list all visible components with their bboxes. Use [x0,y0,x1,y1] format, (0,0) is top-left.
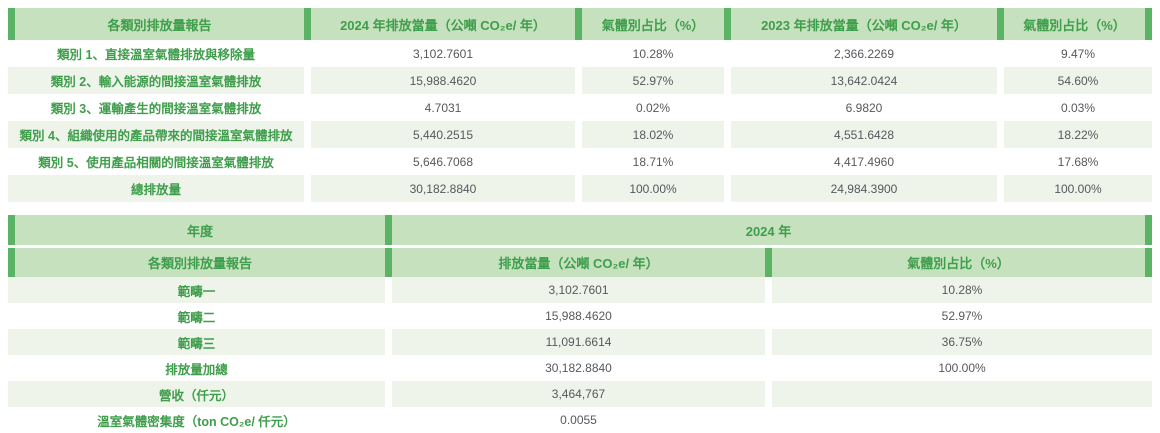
table1-header-category: 各類別排放量報告 [15,8,304,40]
share-2024-value: 18.02% [582,121,724,148]
share-2023-value: 0.03% [1004,94,1152,121]
table-edge-bar [8,8,15,40]
emissions-2023-value: 2,366.2269 [731,40,997,67]
table2-header-row: 各類別排放量報告 排放當量（公噸 CO₂e/ 年） 氣體別占比（%） [8,248,1152,277]
category-label: 類別 4、組織使用的產品帶來的間接溫室氣體排放 [8,121,304,148]
scope-label: 範疇三 [8,329,385,355]
total-label: 總排放量 [8,175,304,202]
revenue-value: 3,464,767 [392,381,765,407]
table-row: 範疇三 11,091.6614 36.75% [8,329,1152,355]
table-edge-bar [8,248,15,277]
table-edge-bar [1145,215,1152,245]
scope-label: 範疇二 [8,303,385,329]
scope-emissions-value: 3,102.7601 [392,277,765,303]
total-share-value: 100.00% [772,355,1152,381]
share-2023-total: 100.00% [1004,175,1152,202]
intensity-row: 溫室氣體密集度（ton CO₂e/ 仟元） 0.0055 [8,407,1152,433]
total-label: 排放量加總 [8,355,385,381]
table1-header-2024-emissions: 2024 年排放當量（公噸 CO₂e/ 年） [311,8,575,40]
emissions-2023-value: 4,551.6428 [731,121,997,148]
intensity-label: 溫室氣體密集度（ton CO₂e/ 仟元） [8,407,385,433]
scope-emissions-value: 15,988.4620 [392,303,765,329]
table2-year-value: 2024 年 [392,215,1145,245]
table-edge-bar [1145,248,1152,277]
share-2024-total: 100.00% [582,175,724,202]
table-row: 類別 4、組織使用的產品帶來的間接溫室氣體排放 5,440.2515 18.02… [8,121,1152,148]
header-row-gap [8,245,1152,248]
emissions-2023-total: 24,984.3900 [731,175,997,202]
scope-emissions-value: 11,091.6614 [392,329,765,355]
column-divider [724,8,731,40]
emissions-2024-total: 30,182.8840 [311,175,575,202]
share-2023-value: 17.68% [1004,148,1152,175]
category-label: 類別 3、運輸產生的間接溫室氣體排放 [8,94,304,121]
revenue-label: 營收（仟元） [8,381,385,407]
category-label: 類別 5、使用產品相關的間接溫室氣體排放 [8,148,304,175]
table-row: 類別 1、直接溫室氣體排放與移除量 3,102.7601 10.28% 2,36… [8,40,1152,67]
table2-year-label: 年度 [15,215,385,245]
share-2024-value: 10.28% [582,40,724,67]
intensity-share-empty [772,407,1152,433]
table2-header-category: 各類別排放量報告 [15,248,385,277]
table-row: 範疇二 15,988.4620 52.97% [8,303,1152,329]
scope-share-value: 52.97% [772,303,1152,329]
table-row: 類別 5、使用產品相關的間接溫室氣體排放 5,646.7068 18.71% 4… [8,148,1152,175]
revenue-share-empty [772,381,1152,407]
table-edge-bar [1145,8,1152,40]
revenue-row: 營收（仟元） 3,464,767 [8,381,1152,407]
table1-header-2023-share: 氣體別占比（%） [1004,8,1145,40]
emissions-2024-value: 15,988.4620 [311,67,575,94]
column-divider [385,215,392,245]
category-label: 類別 1、直接溫室氣體排放與移除量 [8,40,304,67]
column-divider [575,8,582,40]
table1-header-row: 各類別排放量報告 2024 年排放當量（公噸 CO₂e/ 年） 氣體別占比（%）… [8,8,1152,40]
table-row: 類別 3、運輸產生的間接溫室氣體排放 4.7031 0.02% 6.9820 0… [8,94,1152,121]
emissions-2024-value: 5,646.7068 [311,148,575,175]
share-2023-value: 18.22% [1004,121,1152,148]
table2-year-header-row: 年度 2024 年 [8,215,1152,245]
table-edge-bar [8,215,15,245]
share-2024-value: 18.71% [582,148,724,175]
column-divider [385,248,392,277]
category-label: 類別 2、輸入能源的間接溫室氣體排放 [8,67,304,94]
scope-share-value: 36.75% [772,329,1152,355]
scope-summary-table: 年度 2024 年 各類別排放量報告 排放當量（公噸 CO₂e/ 年） 氣體別占… [8,215,1152,433]
share-2023-value: 54.60% [1004,67,1152,94]
total-row: 總排放量 30,182.8840 100.00% 24,984.3900 100… [8,175,1152,202]
intensity-value: 0.0055 [392,407,765,433]
emissions-2023-value: 6.9820 [731,94,997,121]
table1-header-2024-share: 氣體別占比（%） [582,8,724,40]
emissions-by-category-table: 各類別排放量報告 2024 年排放當量（公噸 CO₂e/ 年） 氣體別占比（%）… [8,8,1152,202]
share-2024-value: 52.97% [582,67,724,94]
emissions-2024-value: 3,102.7601 [311,40,575,67]
table2-header-emissions: 排放當量（公噸 CO₂e/ 年） [392,248,765,277]
emissions-2024-value: 5,440.2515 [311,121,575,148]
share-2023-value: 9.47% [1004,40,1152,67]
total-emissions-value: 30,182.8840 [392,355,765,381]
scope-label: 範疇一 [8,277,385,303]
column-divider [997,8,1004,40]
table2-header-share: 氣體別占比（%） [772,248,1145,277]
table-row: 類別 2、輸入能源的間接溫室氣體排放 15,988.4620 52.97% 13… [8,67,1152,94]
column-divider [765,248,772,277]
emissions-2024-value: 4.7031 [311,94,575,121]
scope-share-value: 10.28% [772,277,1152,303]
share-2024-value: 0.02% [582,94,724,121]
table1-header-2023-emissions: 2023 年排放當量（公噸 CO₂e/ 年） [731,8,997,40]
total-row: 排放量加總 30,182.8840 100.00% [8,355,1152,381]
emissions-2023-value: 13,642.0424 [731,67,997,94]
table-row: 範疇一 3,102.7601 10.28% [8,277,1152,303]
column-divider [304,8,311,40]
emissions-2023-value: 4,417.4960 [731,148,997,175]
